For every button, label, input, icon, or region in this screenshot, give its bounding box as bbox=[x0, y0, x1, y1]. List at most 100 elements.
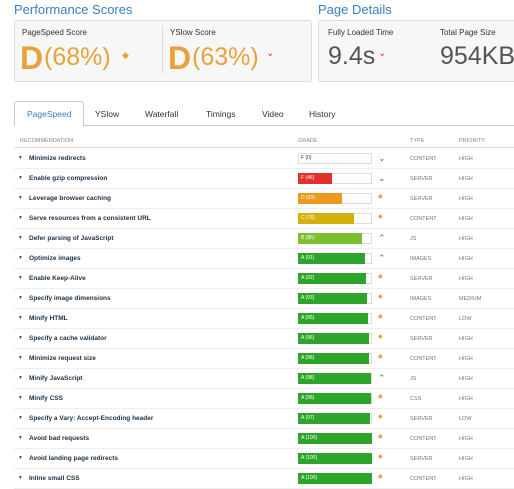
recommendation[interactable]: Minify CSS bbox=[29, 395, 63, 402]
tab[interactable]: YSlow bbox=[95, 109, 120, 119]
section-title: Performance Scores bbox=[14, 2, 133, 17]
trend-icon: ⌃ bbox=[378, 233, 386, 243]
recommendation[interactable]: Leverage browser caching bbox=[29, 195, 112, 202]
type: SERVER bbox=[410, 416, 433, 422]
trend-icon: ⌄ bbox=[378, 173, 386, 183]
bullet: ▾ bbox=[19, 155, 22, 161]
priority: HIGH bbox=[459, 156, 473, 162]
priority: HIGH bbox=[459, 196, 473, 202]
priority: HIGH bbox=[459, 336, 473, 342]
priority: HIGH bbox=[459, 396, 473, 402]
tab[interactable]: Timings bbox=[206, 109, 236, 119]
tab[interactable]: Waterfall bbox=[145, 109, 179, 119]
grade-bar bbox=[298, 333, 370, 344]
grade-label: A (93) bbox=[301, 295, 315, 301]
bullet: ▾ bbox=[19, 375, 22, 381]
type: CSS bbox=[410, 396, 422, 402]
grade-bar bbox=[298, 273, 367, 284]
recommendation[interactable]: Specify image dimensions bbox=[29, 295, 111, 302]
type: SERVER bbox=[410, 196, 433, 202]
type: CONTENT bbox=[410, 216, 437, 222]
trend-icon: ◆ bbox=[378, 314, 383, 320]
detail-value: 954KB bbox=[440, 42, 514, 70]
type: CONTENT bbox=[410, 476, 437, 482]
recommendation[interactable]: Minify JavaScript bbox=[29, 375, 83, 382]
grade-label: F (0) bbox=[301, 155, 312, 161]
grade-bar bbox=[298, 193, 343, 204]
recommendation[interactable]: Minimize redirects bbox=[29, 155, 86, 162]
recommendation[interactable]: Avoid bad requests bbox=[29, 435, 90, 442]
trend-icon: ⌃ bbox=[378, 373, 386, 383]
priority: HIGH bbox=[459, 256, 473, 262]
score-grade: D bbox=[168, 40, 192, 76]
row-rule bbox=[14, 208, 514, 209]
row-rule bbox=[14, 428, 514, 429]
trend-icon: ⌄ bbox=[378, 153, 386, 163]
bar-track bbox=[298, 153, 372, 164]
column-header: TYPE bbox=[410, 138, 425, 144]
trend-icon: ◆ bbox=[378, 294, 383, 300]
score-grade: D bbox=[20, 40, 44, 76]
column-header: PRIORITY bbox=[459, 138, 485, 144]
grade-label: A (92) bbox=[301, 275, 315, 281]
grade-label: C (76) bbox=[301, 215, 315, 221]
tab[interactable]: History bbox=[309, 109, 336, 119]
bullet: ▾ bbox=[19, 315, 22, 321]
recommendation[interactable]: Enable Keep-Alive bbox=[29, 275, 86, 282]
grade-label: F (46) bbox=[301, 175, 315, 181]
recommendation[interactable]: Minify HTML bbox=[29, 315, 68, 322]
recommendation[interactable]: Defer parsing of JavaScript bbox=[29, 235, 114, 242]
trend-icon: ◆ bbox=[378, 274, 383, 280]
priority: HIGH bbox=[459, 436, 473, 442]
recommendation[interactable]: Optimize images bbox=[29, 255, 81, 262]
detail-value: 9.4s bbox=[328, 42, 376, 70]
grade-bar bbox=[298, 293, 367, 304]
bullet: ▾ bbox=[19, 395, 22, 401]
bullet: ▾ bbox=[19, 355, 22, 361]
priority: HIGH bbox=[459, 236, 473, 242]
grade-label: D (60) bbox=[301, 195, 315, 201]
priority: HIGH bbox=[459, 276, 473, 282]
type: IMAGES bbox=[410, 256, 432, 262]
grade-bar bbox=[298, 213, 355, 224]
bullet: ▾ bbox=[19, 215, 22, 221]
recommendation[interactable]: Inline small CSS bbox=[29, 475, 80, 482]
grade-label: A (98) bbox=[301, 375, 315, 381]
trend-icon: ◆ bbox=[378, 454, 383, 460]
trend-icon: ◆ bbox=[378, 434, 383, 440]
type: CONTENT bbox=[410, 316, 437, 322]
row-rule bbox=[14, 228, 514, 229]
bullet: ▾ bbox=[19, 415, 22, 421]
grade-label: B (86) bbox=[301, 235, 315, 241]
grade-bar bbox=[298, 253, 366, 264]
grade-label: A (100) bbox=[301, 435, 318, 441]
grade-bar bbox=[298, 173, 333, 184]
bullet: ▾ bbox=[19, 175, 22, 181]
grade-bar bbox=[298, 233, 362, 244]
row-rule bbox=[14, 408, 514, 409]
recommendation[interactable]: Enable gzip compression bbox=[29, 175, 108, 182]
tab-rule bbox=[14, 125, 514, 126]
recommendation[interactable]: Minimize request size bbox=[29, 355, 96, 362]
type: JS bbox=[410, 236, 417, 242]
recommendation[interactable]: Specify a cache validator bbox=[29, 335, 107, 342]
tab[interactable]: Video bbox=[262, 109, 284, 119]
icon: ⌄ bbox=[266, 48, 275, 59]
trend-icon: ◆ bbox=[378, 214, 383, 220]
trend-icon: ◆ bbox=[378, 414, 383, 420]
type: CONTENT bbox=[410, 356, 437, 362]
grade-bar bbox=[298, 353, 370, 364]
priority: HIGH bbox=[459, 216, 473, 222]
tab[interactable]: PageSpeed bbox=[27, 109, 72, 119]
type: SERVER bbox=[410, 456, 433, 462]
trend-icon: ◆ bbox=[378, 474, 383, 480]
priority: MEDIUM bbox=[459, 296, 482, 302]
section-title: Page Details bbox=[318, 2, 392, 17]
recommendation[interactable]: Serve resources from a consistent URL bbox=[29, 215, 151, 222]
grade-bar bbox=[298, 473, 372, 484]
recommendation[interactable]: Avoid landing page redirects bbox=[29, 455, 118, 462]
grade-bar bbox=[298, 373, 371, 384]
recommendation[interactable]: Specify a Vary: Accept-Encoding header bbox=[29, 415, 154, 422]
details-box bbox=[318, 20, 514, 82]
